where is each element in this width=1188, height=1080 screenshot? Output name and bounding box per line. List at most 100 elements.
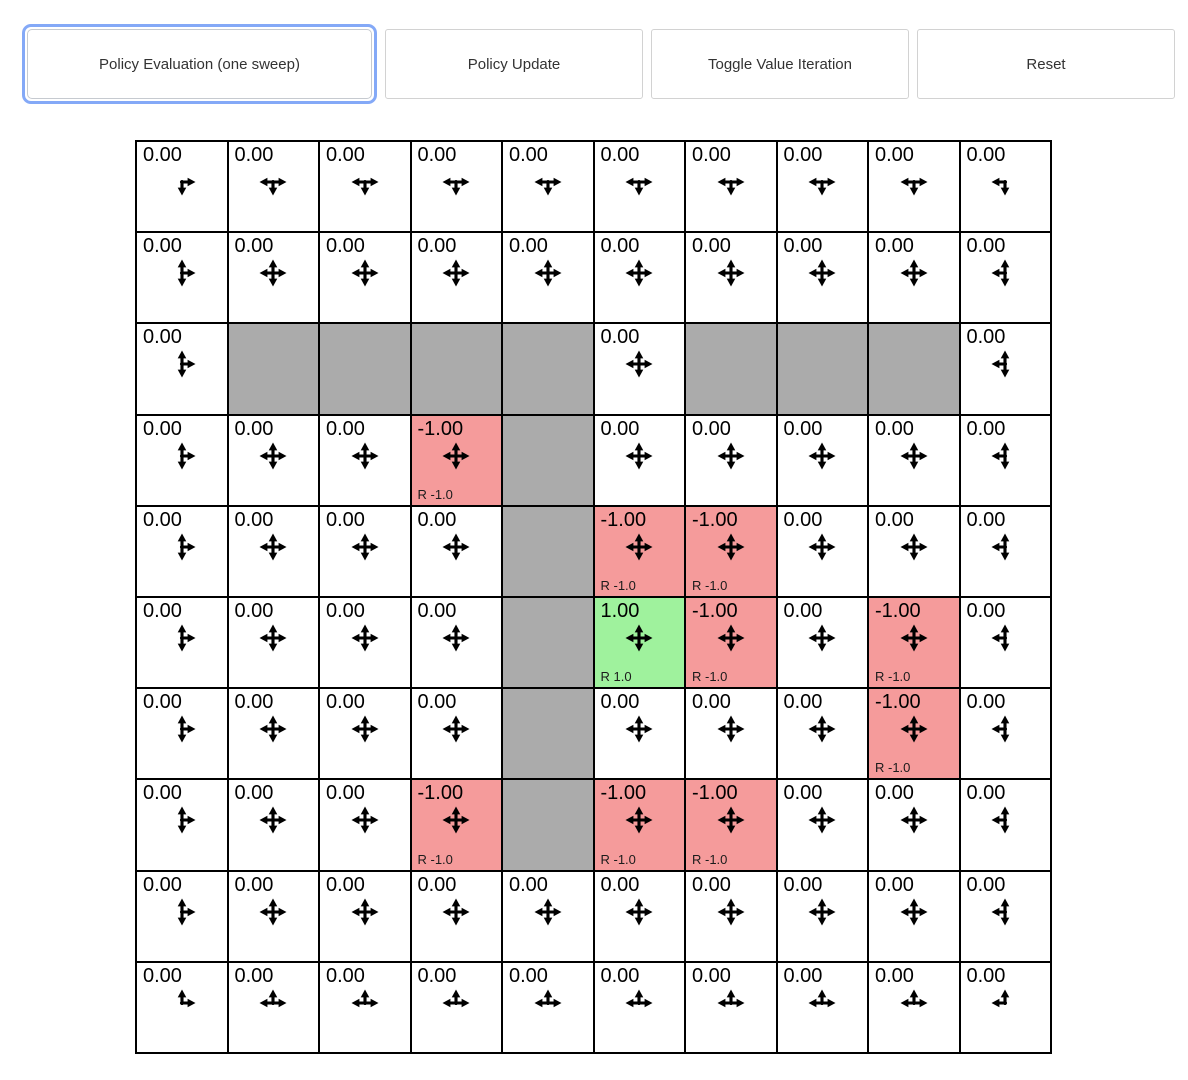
reset-button[interactable]: Reset: [917, 29, 1175, 99]
grid-cell[interactable]: 0.00: [685, 414, 777, 506]
grid-cell[interactable]: 0.00: [776, 596, 868, 689]
grid-cell[interactable]: -1.00 R -1.0: [410, 779, 502, 871]
grid-cell[interactable]: 0.00: [685, 870, 777, 962]
grid-cell[interactable]: 0.00: [868, 232, 960, 324]
grid-cell[interactable]: 0.00: [685, 961, 777, 1053]
grid-cell[interactable]: 0.00: [136, 414, 228, 506]
grid-cell[interactable]: 0.00: [319, 961, 411, 1053]
grid-cell[interactable]: 0.00: [959, 505, 1051, 597]
grid-cell[interactable]: 0.00: [410, 596, 502, 689]
grid-cell-wall[interactable]: [319, 323, 411, 415]
grid-cell[interactable]: 0.00: [959, 688, 1051, 780]
grid-cell[interactable]: 0.00: [319, 870, 411, 962]
grid-cell[interactable]: -1.00 R -1.0: [685, 505, 777, 597]
grid-cell[interactable]: 0.00: [776, 141, 868, 233]
grid-cell[interactable]: 0.00: [502, 961, 594, 1053]
grid-cell[interactable]: 0.00: [776, 870, 868, 962]
grid-cell[interactable]: 0.00: [776, 779, 868, 871]
grid-cell[interactable]: 0.00: [593, 961, 685, 1053]
grid-cell[interactable]: 0.00: [593, 414, 685, 506]
grid-cell[interactable]: 0.00: [959, 961, 1051, 1053]
grid-cell[interactable]: 0.00: [410, 232, 502, 324]
grid-cell-wall[interactable]: [502, 414, 594, 506]
grid-cell[interactable]: 0.00: [410, 961, 502, 1053]
grid-cell[interactable]: 0.00: [593, 323, 685, 415]
grid-cell[interactable]: -1.00 R -1.0: [593, 779, 685, 871]
grid-cell[interactable]: 0.00: [319, 688, 411, 780]
grid-cell[interactable]: 0.00: [227, 596, 319, 689]
policy-update-button[interactable]: Policy Update: [385, 29, 643, 99]
grid-cell[interactable]: 0.00: [136, 961, 228, 1053]
grid-cell-wall[interactable]: [502, 596, 594, 689]
grid-cell[interactable]: 0.00: [227, 870, 319, 962]
grid-cell-wall[interactable]: [502, 505, 594, 597]
grid-cell[interactable]: 0.00: [319, 505, 411, 597]
grid-cell-wall[interactable]: [502, 779, 594, 871]
grid-cell[interactable]: 0.00: [319, 779, 411, 871]
grid-cell[interactable]: 0.00: [776, 961, 868, 1053]
grid-cell[interactable]: 0.00: [959, 414, 1051, 506]
grid-cell[interactable]: 0.00: [319, 141, 411, 233]
grid-cell-wall[interactable]: [227, 323, 319, 415]
grid-cell[interactable]: -1.00 R -1.0: [868, 596, 960, 689]
grid-cell[interactable]: 0.00: [410, 870, 502, 962]
grid-cell[interactable]: 0.00: [959, 870, 1051, 962]
grid-cell[interactable]: 0.00: [776, 414, 868, 506]
grid-cell[interactable]: 0.00: [959, 779, 1051, 871]
grid-cell[interactable]: 0.00: [593, 141, 685, 233]
grid-cell[interactable]: 0.00: [959, 596, 1051, 689]
policy-evaluation-button[interactable]: Policy Evaluation (one sweep): [27, 29, 372, 99]
grid-cell[interactable]: 0.00: [227, 232, 319, 324]
grid-cell[interactable]: 0.00: [410, 141, 502, 233]
grid-cell[interactable]: -1.00 R -1.0: [868, 688, 960, 780]
grid-cell[interactable]: 0.00: [410, 505, 502, 597]
grid-cell[interactable]: 0.00: [593, 232, 685, 324]
toggle-value-iteration-button[interactable]: Toggle Value Iteration: [651, 29, 909, 99]
grid-cell[interactable]: 0.00: [136, 596, 228, 689]
grid-cell[interactable]: 0.00: [227, 961, 319, 1053]
grid-cell-wall[interactable]: [502, 688, 594, 780]
grid-cell[interactable]: 0.00: [593, 688, 685, 780]
grid-cell-wall[interactable]: [685, 323, 777, 415]
grid-cell[interactable]: 0.00: [959, 323, 1051, 415]
grid-cell[interactable]: -1.00 R -1.0: [410, 414, 502, 506]
grid-cell[interactable]: 0.00: [868, 505, 960, 597]
grid-cell[interactable]: 0.00: [502, 870, 594, 962]
grid-cell[interactable]: 0.00: [136, 505, 228, 597]
grid-cell[interactable]: 0.00: [776, 688, 868, 780]
grid-cell[interactable]: 0.00: [959, 141, 1051, 233]
grid-cell[interactable]: 0.00: [319, 596, 411, 689]
grid-cell[interactable]: 0.00: [868, 141, 960, 233]
grid-cell[interactable]: 0.00: [959, 232, 1051, 324]
grid-cell[interactable]: -1.00 R -1.0: [593, 505, 685, 597]
grid-cell[interactable]: 0.00: [868, 779, 960, 871]
grid-cell[interactable]: 0.00: [136, 870, 228, 962]
grid-cell[interactable]: 0.00: [685, 141, 777, 233]
grid-cell[interactable]: 0.00: [502, 232, 594, 324]
grid-cell[interactable]: 1.00 R 1.0: [593, 596, 685, 689]
grid-cell-wall[interactable]: [868, 323, 960, 415]
grid-cell[interactable]: 0.00: [136, 232, 228, 324]
grid-cell[interactable]: 0.00: [227, 505, 319, 597]
grid-cell-wall[interactable]: [776, 323, 868, 415]
grid-cell[interactable]: 0.00: [868, 961, 960, 1053]
grid-cell[interactable]: 0.00: [136, 688, 228, 780]
grid-cell[interactable]: 0.00: [136, 323, 228, 415]
grid-cell[interactable]: -1.00 R -1.0: [685, 596, 777, 689]
grid-cell[interactable]: 0.00: [136, 141, 228, 233]
grid-cell[interactable]: 0.00: [868, 414, 960, 506]
grid-cell[interactable]: 0.00: [319, 232, 411, 324]
grid-cell[interactable]: 0.00: [776, 232, 868, 324]
grid-cell[interactable]: 0.00: [136, 779, 228, 871]
grid-cell[interactable]: 0.00: [227, 141, 319, 233]
grid-cell[interactable]: 0.00: [868, 870, 960, 962]
grid-cell[interactable]: 0.00: [319, 414, 411, 506]
grid-cell[interactable]: 0.00: [227, 688, 319, 780]
grid-cell[interactable]: 0.00: [685, 688, 777, 780]
grid-cell[interactable]: 0.00: [502, 141, 594, 233]
grid-cell[interactable]: 0.00: [227, 414, 319, 506]
grid-cell[interactable]: 0.00: [593, 870, 685, 962]
grid-cell-wall[interactable]: [502, 323, 594, 415]
grid-cell-wall[interactable]: [410, 323, 502, 415]
grid-cell[interactable]: -1.00 R -1.0: [685, 779, 777, 871]
